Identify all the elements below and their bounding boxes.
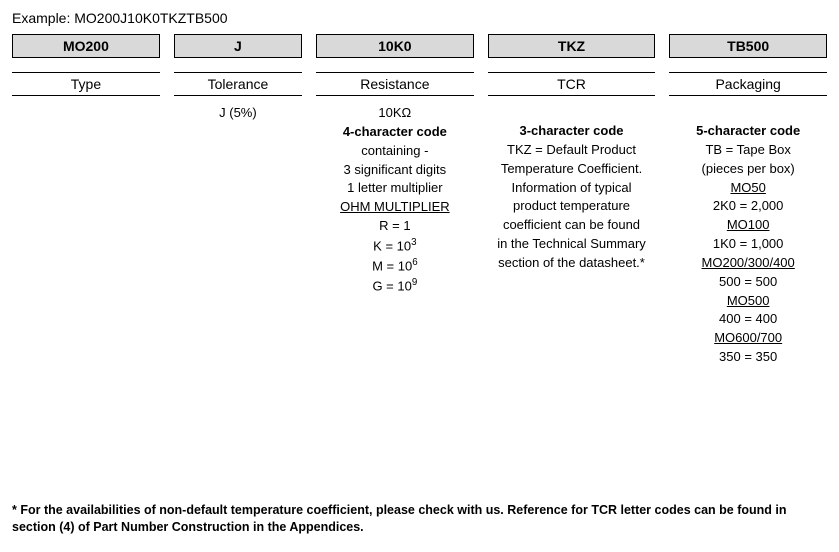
body-resistance: 10KΩ4-character codecontaining -3 signif… — [316, 104, 474, 484]
header-resistance: 10K0 — [316, 34, 474, 58]
header-packaging: TB500 — [669, 34, 827, 58]
sublabel-type: Type — [12, 72, 160, 96]
header-tcr: TKZ — [488, 34, 656, 58]
column-packaging: TB500 Packaging 5-character codeTB = Tap… — [669, 34, 827, 484]
footnote: * For the availabilities of non-default … — [12, 502, 827, 536]
column-resistance: 10K0 Resistance 10KΩ4-character codecont… — [316, 34, 474, 484]
column-type: MO200 Type — [12, 34, 160, 484]
sublabel-tolerance: Tolerance — [174, 72, 302, 96]
body-tcr: 3-character codeTKZ = Default ProductTem… — [488, 104, 656, 484]
columns-container: MO200 Type J Tolerance J (5%) 10K0 Resis… — [12, 34, 827, 484]
example-label: Example: MO200J10K0TKZTB500 — [12, 10, 827, 26]
body-type — [12, 104, 160, 484]
header-type: MO200 — [12, 34, 160, 58]
sublabel-packaging: Packaging — [669, 72, 827, 96]
body-tolerance: J (5%) — [174, 104, 302, 484]
sublabel-resistance: Resistance — [316, 72, 474, 96]
body-packaging: 5-character codeTB = Tape Box(pieces per… — [669, 104, 827, 484]
column-tcr: TKZ TCR 3-character codeTKZ = Default Pr… — [488, 34, 656, 484]
sublabel-tcr: TCR — [488, 72, 656, 96]
column-tolerance: J Tolerance J (5%) — [174, 34, 302, 484]
header-tolerance: J — [174, 34, 302, 58]
